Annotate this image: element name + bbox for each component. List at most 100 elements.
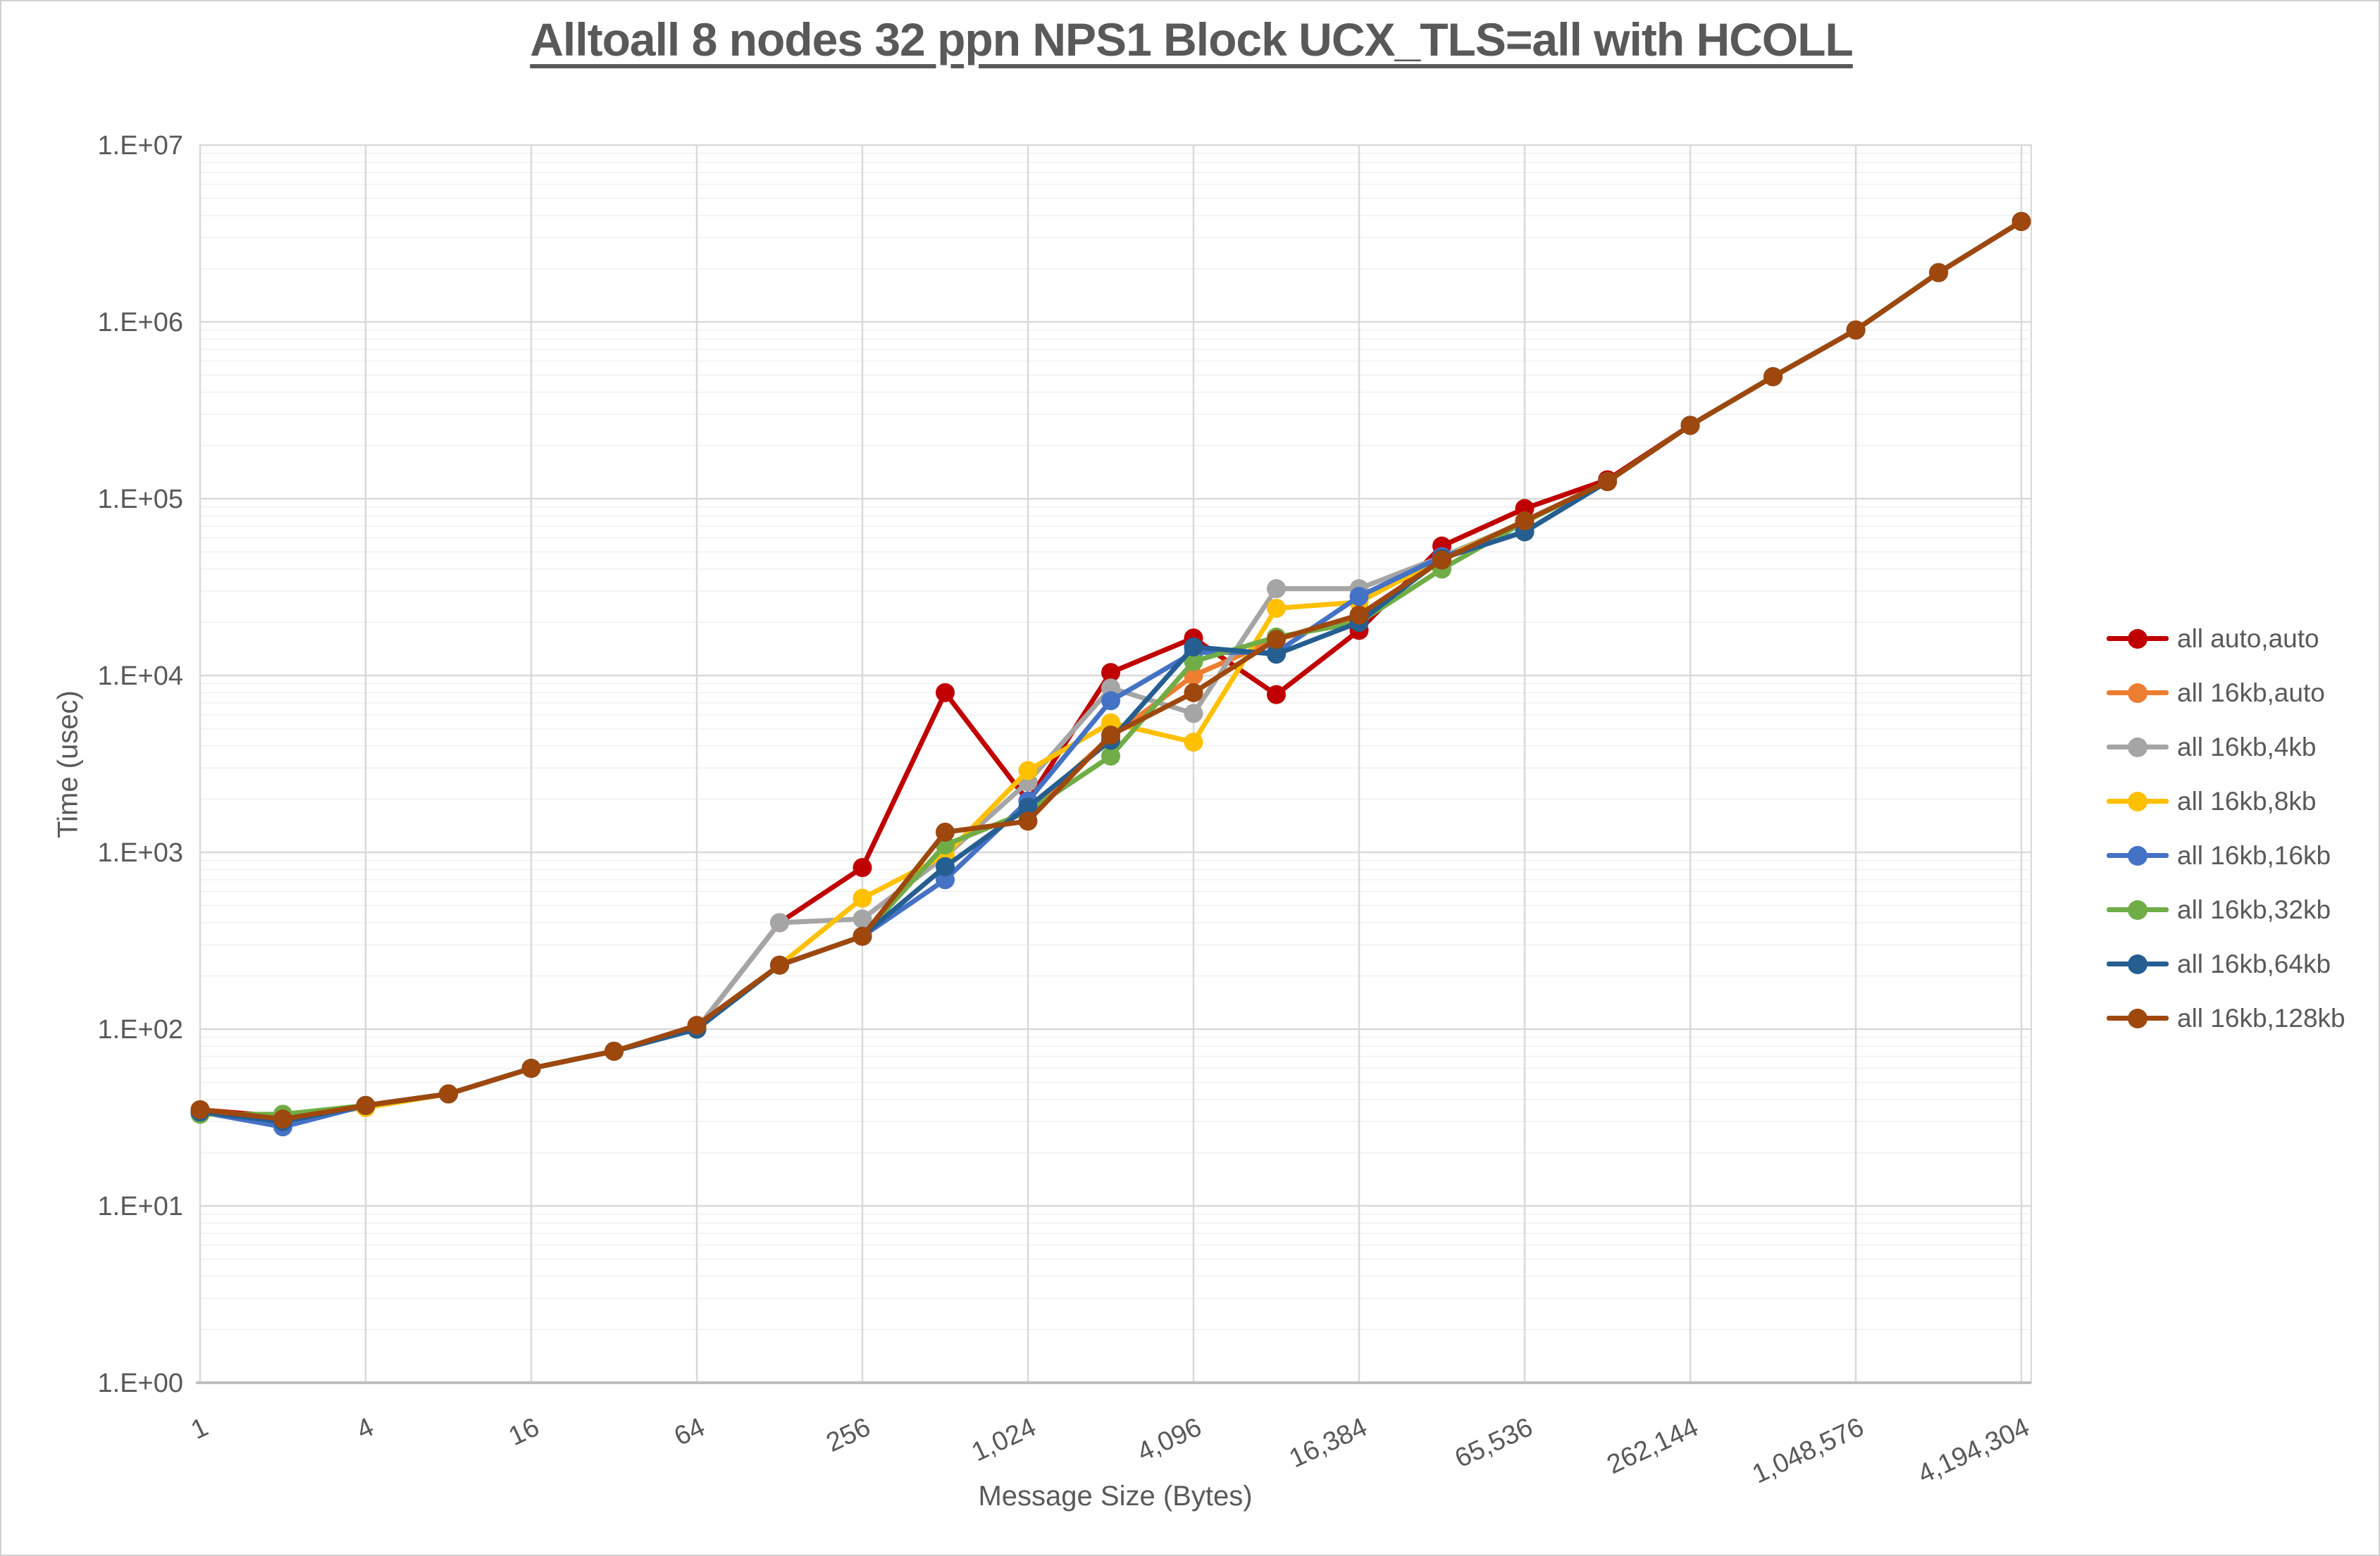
marker-all-16kb-128kb [1267,630,1286,649]
marker-all-16kb-8kb [1018,761,1038,780]
marker-all-16kb-16kb [1101,691,1120,711]
legend-dot-icon [2128,1008,2147,1028]
legend-dot-icon [2128,900,2147,920]
legend-marker-icon [2107,683,2169,703]
marker-all-16kb-128kb [687,1016,707,1035]
legend-item-all-16kb-8kb: all 16kb,8kb [2107,774,2345,828]
marker-all-16kb-128kb [1846,320,1866,340]
marker-all-16kb-64kb [1018,797,1038,817]
x-tick-label: 16 [504,1412,544,1452]
x-tick-label: 1,048,576 [1748,1412,1868,1490]
legend-marker-icon [2107,845,2169,866]
legend-item-all-auto-auto: all auto,auto [2107,611,2345,666]
legend-item-all-16kb-auto: all 16kb,auto [2107,666,2345,720]
y-tick-label: 1.E+00 [98,1369,184,1398]
marker-all-16kb-16kb [936,870,955,890]
marker-all-16kb-128kb [1764,367,1783,387]
marker-all-16kb-128kb [853,926,872,946]
legend-item-all-16kb-128kb: all 16kb,128kb [2107,991,2345,1045]
x-tick-label: 4 [352,1412,378,1445]
legend-dot-icon [2128,737,2147,757]
x-tick-label: 256 [822,1412,875,1458]
legend-item-all-16kb-4kb: all 16kb,4kb [2107,720,2345,774]
x-tick-label: 16,384 [1285,1412,1372,1474]
marker-all-auto-auto [1101,663,1120,683]
legend-item-all-16kb-32kb: all 16kb,32kb [2107,883,2345,937]
y-tick-label: 1.E+02 [98,1015,184,1045]
marker-all-16kb-128kb [1349,605,1369,625]
legend-dot-icon [2128,628,2147,649]
marker-all-16kb-8kb [1267,599,1286,618]
marker-all-16kb-128kb [439,1084,458,1104]
marker-all-16kb-4kb [1267,579,1286,599]
legend-dot-icon [2128,683,2147,703]
x-tick-label: 1 [187,1412,213,1445]
y-tick-labels: 1.E+00 1.E+01 1.E+02 1.E+03 1.E+04 1.E+05 1.E+… [98,131,184,1398]
legend-marker-icon [2107,791,2169,811]
marker-all-16kb-128kb [770,955,789,975]
x-tick-label: 4,096 [1133,1412,1206,1467]
marker-all-auto-auto [853,858,872,878]
marker-all-16kb-128kb [1515,511,1535,530]
chart-title: Alltoall 8 nodes 32 ppn NPS1 Block UCX_T… [530,13,1854,66]
legend-label: all auto,auto [2177,623,2319,653]
marker-all-16kb-auto [1184,666,1203,685]
legend-dot-icon [2128,954,2147,974]
y-tick-label: 1.E+04 [98,661,184,691]
x-tick-label: 65,536 [1451,1412,1537,1474]
marker-all-16kb-4kb [853,909,872,929]
legend-label: all 16kb,auto [2177,678,2325,707]
x-tick-label: 64 [670,1412,709,1452]
legend-marker-icon [2107,900,2169,920]
legend-item-all-16kb-16kb: all 16kb,16kb [2107,828,2345,883]
marker-all-16kb-8kb [853,888,872,908]
legend-marker-icon [2107,628,2169,649]
legend-label: all 16kb,64kb [2177,949,2331,978]
marker-all-16kb-4kb [1184,704,1203,723]
marker-all-16kb-128kb [1929,263,1948,282]
legend-marker-icon [2107,1008,2169,1028]
marker-all-16kb-64kb [1267,645,1286,664]
legend-label: all 16kb,8kb [2177,786,2317,816]
legend-label: all 16kb,32kb [2177,895,2331,924]
legend-dot-icon [2128,845,2147,866]
x-tick-labels: 1 4 16 64 256 1,024 4,096 16,384 65,536 262,144 1,… [187,1412,2034,1490]
marker-all-16kb-128kb [273,1109,292,1129]
legend-item-all-16kb-64kb: all 16kb,64kb [2107,937,2345,991]
marker-all-16kb-64kb [936,857,955,876]
y-tick-label: 1.E+05 [98,485,184,514]
marker-all-16kb-128kb [2012,211,2031,231]
marker-all-16kb-128kb [521,1059,541,1078]
marker-all-16kb-128kb [1101,726,1120,745]
y-tick-label: 1.E+01 [98,1192,184,1221]
x-axis-title: Message Size (Bytes) [978,1481,1253,1512]
y-tick-label: 1.E+07 [98,131,184,161]
y-tick-label: 1.E+03 [98,838,184,868]
marker-all-16kb-128kb [1598,472,1617,492]
marker-all-16kb-128kb [1432,550,1451,570]
y-tick-label: 1.E+06 [98,308,184,337]
x-tick-label: 4,194,304 [1914,1412,2034,1490]
marker-all-16kb-32kb [1184,652,1203,671]
marker-all-16kb-128kb [936,822,955,842]
marker-all-16kb-128kb [356,1095,376,1115]
marker-all-16kb-16kb [1349,587,1369,606]
y-axis-title: Time (usec) [52,690,84,838]
marker-all-16kb-128kb [605,1041,624,1061]
legend-label: all 16kb,16kb [2177,840,2331,870]
x-tick-label: 1,024 [967,1412,1041,1467]
marker-all-16kb-128kb [1018,811,1038,831]
legend-label: all 16kb,4kb [2177,732,2317,761]
marker-all-16kb-8kb [1184,733,1203,752]
marker-all-16kb-128kb [1184,683,1203,702]
legend-label: all 16kb,128kb [2177,1003,2345,1033]
marker-all-16kb-128kb [190,1100,210,1119]
marker-all-16kb-64kb [1184,637,1203,656]
marker-all-16kb-32kb [1101,746,1120,766]
legend-dot-icon [2128,791,2147,811]
marker-all-16kb-128kb [1680,416,1700,435]
marker-all-auto-auto [1267,685,1286,704]
series-all-16kb-128kb [190,211,2031,1129]
